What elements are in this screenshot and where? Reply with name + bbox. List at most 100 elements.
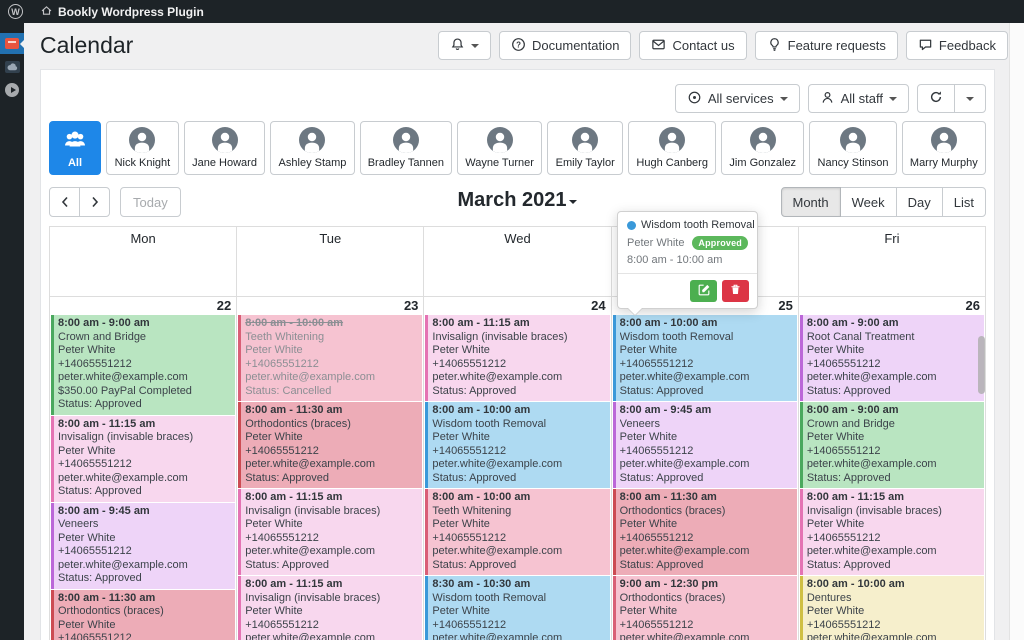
appointment-block[interactable]: 8:30 am - 10:30 am Wisdom tooth Removal Pe…	[425, 576, 610, 640]
avatar-icon	[392, 127, 419, 153]
chevron-down-icon	[889, 96, 897, 101]
delete-appointment-button[interactable]	[722, 280, 749, 302]
event-customer: Peter White	[806, 605, 865, 617]
appointment-block[interactable]: 8:00 am - 10:00 am Teeth Whitening Peter W…	[425, 489, 610, 575]
appointment-block[interactable]: 8:00 am - 11:15 am Invisalign (invisable …	[425, 315, 610, 401]
contact-us-button[interactable]: Contact us	[639, 31, 747, 60]
day-column[interactable]: 26 8:00 am - 9:00 am Root Canal Treatment P…	[799, 297, 985, 640]
appointment-block[interactable]: 8:00 am - 9:00 am Crown and Bridge Peter W…	[51, 315, 236, 415]
event-service: Teeth Whitening	[245, 330, 325, 343]
event-time: 8:00 am - 9:00 am	[806, 317, 899, 329]
person-icon	[820, 90, 835, 108]
all-staff-label: All staff	[840, 91, 883, 106]
staff-name: Jim Gonzalez	[729, 157, 797, 169]
staff-name: Bradley Tannen	[367, 157, 444, 169]
sidebar-item-bookly[interactable]	[0, 33, 24, 54]
event-time: 8:00 am - 10:00 am	[806, 578, 905, 590]
appointment-block[interactable]: 8:00 am - 10:00 am Wisdom tooth Removal Pe…	[425, 402, 610, 488]
edit-appointment-button[interactable]	[690, 280, 717, 302]
day-header-tue: Tue	[237, 227, 425, 261]
documentation-button[interactable]: ? Documentation	[499, 31, 632, 60]
event-customer: Peter White	[58, 344, 116, 356]
event-phone: +14065551212	[619, 531, 694, 544]
event-email: peter.white@example.com	[806, 371, 937, 383]
event-status: Status: Approved	[245, 558, 329, 571]
staff-card-bradley-tannen[interactable]: Bradley Tannen	[359, 121, 453, 175]
appointment-block[interactable]: 8:00 am - 9:45 am Veneers Peter White +1406…	[612, 402, 797, 488]
event-phone: +14065551212	[245, 618, 319, 631]
event-phone: +14065551212	[58, 632, 132, 640]
all-services-dropdown[interactable]: All services	[674, 84, 800, 113]
appointment-block[interactable]: 8:00 am - 10:00 am Dentures Peter White +14…	[799, 576, 985, 640]
view-switcher: Month Week Day List	[780, 187, 986, 217]
chevron-down-icon	[471, 43, 480, 48]
staff-card-wayne-turner[interactable]: Wayne Turner	[457, 121, 543, 175]
event-status: Status: Approved	[432, 471, 517, 484]
refresh-button[interactable]	[917, 84, 955, 113]
day-header-wed: Wed	[424, 227, 612, 261]
site-home-link[interactable]: Bookly Wordpress Plugin	[40, 4, 204, 20]
site-name: Bookly Wordpress Plugin	[58, 4, 204, 19]
panel-scrollbar-thumb[interactable]	[978, 336, 985, 394]
appointment-block[interactable]: 8:00 am - 9:00 am Root Canal Treatment Pet…	[799, 315, 985, 401]
sidebar-item-cloud[interactable]	[0, 57, 24, 77]
wordpress-logo-icon[interactable]: W	[8, 4, 23, 19]
bell-icon	[450, 37, 465, 55]
event-customer: Peter White	[806, 431, 865, 443]
staff-card-nancy-stinson[interactable]: Nancy Stinson	[809, 121, 897, 175]
appointment-block[interactable]: 8:00 am - 10:00 am Wisdom tooth Removal Pe…	[612, 315, 797, 401]
feedback-label: Feedback	[938, 38, 996, 53]
calendar-title[interactable]: March 2021	[49, 189, 986, 212]
feedback-button[interactable]: Feedback	[905, 31, 1008, 60]
event-status: Status: Approved	[58, 572, 142, 584]
all-staff-dropdown[interactable]: All staff	[807, 84, 909, 113]
appointment-block[interactable]: 8:00 am - 11:15 am Invisalign (invisable …	[238, 489, 423, 575]
view-button-day[interactable]: Day	[895, 187, 943, 217]
event-status: Status: Approved	[619, 558, 704, 571]
event-time: 8:00 am - 10:00 am	[432, 491, 531, 503]
avatar-icon	[839, 127, 866, 153]
appointment-block[interactable]: 8:00 am - 11:15 am Invisalign (invisable …	[799, 489, 985, 575]
staff-card-ashley-stamp[interactable]: Ashley Stamp	[270, 121, 355, 175]
appointment-block[interactable]: 8:00 am - 11:15 am Invisalign (invisable …	[51, 415, 236, 502]
appointment-block[interactable]: 8:00 am - 11:30 am Orthodontics (braces) P…	[51, 589, 236, 640]
day-column[interactable]: 24 8:00 am - 11:15 am Invisalign (invisabl…	[424, 297, 612, 640]
date-number: 25	[778, 298, 793, 313]
day-column[interactable]: 23 8:00 am - 10:00 am Teeth Whitening Peter…	[237, 297, 425, 640]
staff-card-hugh-canberg[interactable]: Hugh Canberg	[628, 121, 717, 175]
prev-button[interactable]	[49, 187, 80, 217]
staff-card-emily-taylor[interactable]: Emily Taylor	[547, 121, 624, 175]
appointment-block[interactable]: 8:00 am - 11:15 am Invisalign (invisable …	[238, 576, 423, 640]
view-button-week[interactable]: Week	[839, 187, 897, 217]
date-number: 23	[403, 298, 419, 313]
browser-scrollbar-track[interactable]	[1009, 23, 1024, 640]
next-button[interactable]	[79, 187, 110, 217]
staff-card-nick-knight[interactable]: Nick Knight	[106, 121, 179, 175]
staff-card-marry-murphy[interactable]: Marry Murphy	[901, 121, 986, 175]
day-column[interactable]: 25 8:00 am - 10:00 am Wisdom tooth Removal…	[612, 297, 799, 640]
staff-name: Hugh Canberg	[636, 157, 708, 169]
staff-card-all[interactable]: All	[49, 121, 101, 175]
notifications-button[interactable]	[438, 31, 492, 60]
event-service: Invisalign (invisable braces)	[432, 330, 568, 343]
appointment-block[interactable]: 8:00 am - 11:30 am Orthodontics (braces) P…	[612, 489, 797, 575]
view-button-list[interactable]: List	[941, 187, 986, 217]
staff-card-jim-gonzalez[interactable]: Jim Gonzalez	[721, 121, 805, 175]
date-number: 26	[965, 298, 981, 313]
feature-requests-button[interactable]: Feature requests	[754, 31, 898, 60]
appointment-block[interactable]: 8:00 am - 9:00 am Crown and Bridge Peter W…	[799, 402, 985, 488]
view-button-month[interactable]: Month	[780, 187, 841, 217]
appointment-block[interactable]: 8:00 am - 11:30 am Orthodontics (braces) P…	[238, 402, 423, 488]
staff-card-jane-howard[interactable]: Jane Howard	[183, 121, 266, 175]
edit-pencil-icon	[697, 283, 711, 300]
sidebar-collapse-button[interactable]	[0, 80, 24, 100]
event-service: Crown and Bridge	[806, 417, 895, 430]
event-service: Veneers	[58, 518, 99, 530]
appointment-block[interactable]: 9:00 am - 12:30 pm Orthodontics (braces) P…	[612, 576, 797, 640]
appointment-block[interactable]: 8:00 am - 10:00 am Teeth Whitening Peter W…	[238, 315, 423, 401]
refresh-options-button[interactable]	[954, 84, 986, 113]
appointment-block[interactable]: 8:00 am - 9:45 am Veneers Peter White +1406…	[51, 502, 236, 589]
day-column[interactable]: 22 8:00 am - 9:00 am Crown and Bridge Peter…	[50, 297, 238, 640]
staff-name: Nancy Stinson	[817, 157, 889, 169]
today-button[interactable]: Today	[120, 187, 181, 217]
